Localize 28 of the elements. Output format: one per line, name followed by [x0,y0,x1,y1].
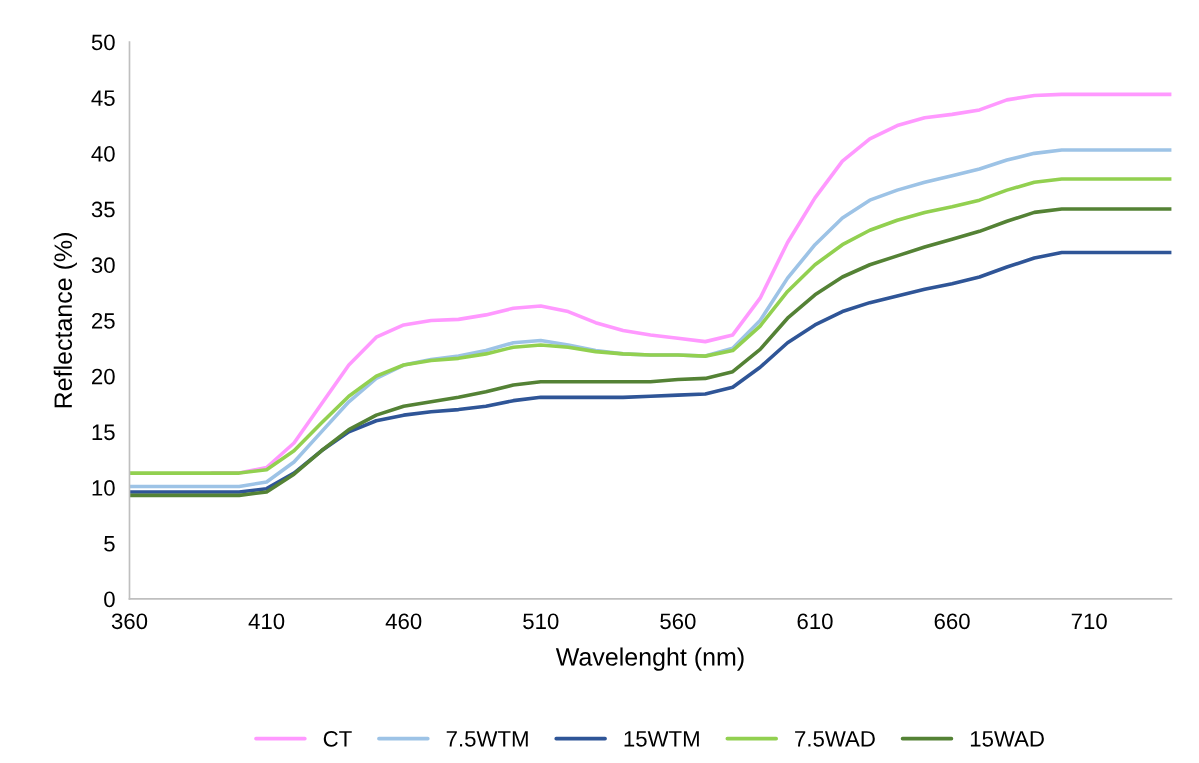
y-axis-title: Reflectance (%) [53,233,77,408]
line-series [129,250,1172,494]
x-axis-title: Wavelenght (nm) [555,647,744,671]
y-tick-label: 10 [92,480,115,496]
legend-label: 15WAD [970,731,1044,747]
y-tick-label: 30 [91,257,115,274]
y-tick-label: 50 [91,34,115,51]
y-tick-label: 20 [92,368,115,385]
y-tick-label: 5 [104,536,115,552]
x-tick-label: 610 [797,613,833,630]
x-tick-label: 560 [660,613,696,630]
x-tick-label: 410 [248,613,285,630]
x-tick-label: 360 [111,613,148,630]
x-tick-label: 460 [385,613,422,630]
x-tick-label: 510 [523,613,559,630]
y-tick-label: 0 [104,591,115,608]
x-tick-label: 710 [1071,613,1107,630]
legend-label: 7.5WTM [446,731,528,747]
y-tick-label: 15 [92,424,115,441]
x-tick-label: 660 [934,613,970,630]
y-tick-label: 25 [92,312,115,329]
legend-label: 15WTM [624,731,699,747]
y-tick-label: 40 [91,145,115,162]
line-series [129,207,1172,498]
legend-label: CT [323,730,352,747]
legend-label: 7.5WAD [795,731,875,747]
y-tick-label: 45 [91,90,115,106]
y-tick-label: 35 [91,201,115,218]
